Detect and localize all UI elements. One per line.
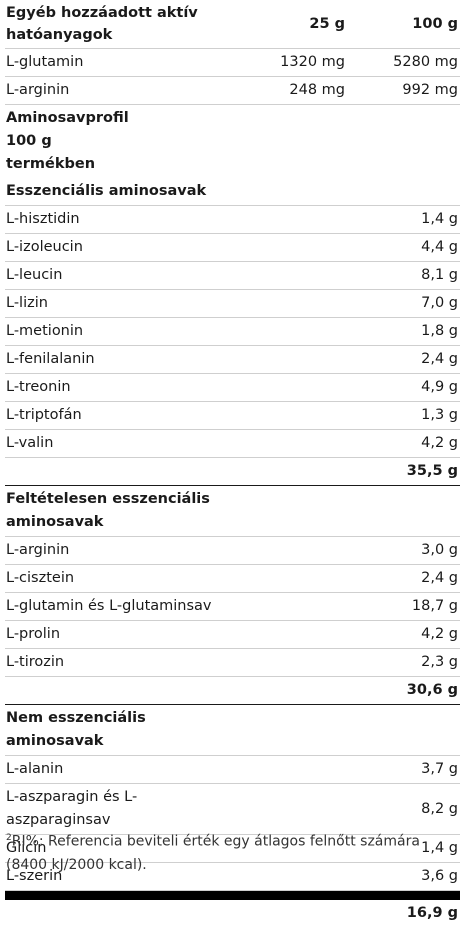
row-name: L-valin	[5, 429, 365, 458]
nonessential-total: 16,9 g	[406, 905, 458, 921]
essential-heading: Esszenciális aminosavak	[5, 178, 365, 206]
conditional-total: 30,6 g	[365, 676, 460, 705]
row-value: 2,4 g	[365, 564, 460, 593]
nonessential-heading-row: Nem esszenciális aminosavak	[5, 704, 460, 756]
row-name: L-alanin	[5, 755, 365, 784]
row-value: 3,0 g	[365, 536, 460, 565]
row-name: L-metionin	[5, 317, 365, 346]
table-row: L-izoleucin 4,4 g	[5, 233, 460, 262]
row-value: 4,4 g	[365, 233, 460, 262]
essential-total: 35,5 g	[365, 457, 460, 486]
col-100g-header: 100 g	[347, 0, 460, 49]
table-row: L-fenilalanin 2,4 g	[5, 345, 460, 374]
amino-profile-table: Aminosavprofil 100 g termékben Esszenciá…	[5, 105, 460, 891]
row-value: 2,3 g	[365, 648, 460, 677]
row-value: 4,2 g	[365, 620, 460, 649]
row-value: 3,7 g	[365, 755, 460, 784]
row-value: 1,8 g	[365, 317, 460, 346]
table-row: L-treonin 4,9 g	[5, 373, 460, 402]
thick-divider	[5, 891, 460, 900]
row-name: L-fenilalanin	[5, 345, 365, 374]
table-row: L-arginin 248 mg 992 mg	[5, 76, 460, 105]
row-value: 1,3 g	[365, 401, 460, 430]
table-row: L-arginin 3,0 g	[5, 536, 460, 565]
row-value: 1,4 g	[365, 834, 460, 863]
row-name: L-tirozin	[5, 648, 365, 677]
table-row: L-glutamin és L-glutaminsav 18,7 g	[5, 592, 460, 621]
row-name: L-arginin	[5, 536, 365, 565]
conditional-heading: Feltételesen esszenciális aminosavak	[5, 485, 365, 537]
row-name: L-arginin	[5, 76, 245, 105]
table-row: L-tirozin 2,3 g	[5, 648, 460, 677]
profile-heading: Aminosavprofil 100 g termékben	[6, 110, 129, 172]
row-name: L-leucin	[5, 261, 365, 290]
row-value: 8,1 g	[365, 261, 460, 290]
row-value-100g: 5280 mg	[347, 48, 460, 77]
table-row: Glicin 1,4 g	[5, 834, 460, 863]
row-name: L-lizin	[5, 289, 365, 318]
essential-total-row: 35,5 g	[5, 457, 460, 486]
profile-heading-row: Aminosavprofil 100 g termékben	[5, 105, 460, 178]
nonessential-total-table: 16,9 g	[5, 900, 460, 927]
row-value-25g: 248 mg	[245, 76, 347, 105]
footnote: 2RI%: Referencia beviteli érték egy átla…	[6, 827, 461, 877]
table-row: L-valin 4,2 g	[5, 429, 460, 458]
row-value-25g: 1320 mg	[245, 48, 347, 77]
table-row: L-aszparagin és L-aszparaginsav 8,2 g	[5, 783, 460, 835]
row-value: 4,9 g	[365, 373, 460, 402]
conditional-heading-row: Feltételesen esszenciális aminosavak	[5, 485, 460, 537]
table-row: L-prolin 4,2 g	[5, 620, 460, 649]
row-value-100g: 992 mg	[347, 76, 460, 105]
table-row: L-cisztein 2,4 g	[5, 564, 460, 593]
row-value: 18,7 g	[365, 592, 460, 621]
nonessential-total-row: 16,9 g	[5, 900, 460, 927]
row-name: L-triptofán	[5, 401, 365, 430]
table-row: L-lizin 7,0 g	[5, 289, 460, 318]
conditional-total-row: 30,6 g	[5, 676, 460, 705]
col-25g-header: 25 g	[245, 0, 347, 49]
table-row: L-metionin 1,8 g	[5, 317, 460, 346]
nonessential-heading: Nem esszenciális aminosavak	[5, 704, 365, 756]
row-name: L-hisztidin	[5, 205, 365, 234]
row-value: 7,0 g	[365, 289, 460, 318]
table-row: L-glutamin 1320 mg 5280 mg	[5, 48, 460, 77]
row-name: L-glutamin	[5, 48, 245, 77]
row-name: L-izoleucin	[5, 233, 365, 262]
row-value: 2,4 g	[365, 345, 460, 374]
table-row: L-triptofán 1,3 g	[5, 401, 460, 430]
row-name: L-cisztein	[5, 564, 365, 593]
active-heading: Egyéb hozzáadott aktív hatóanyagok	[5, 0, 245, 49]
row-name: L-prolin	[5, 620, 365, 649]
active-header-row: Egyéb hozzáadott aktív hatóanyagok 25 g …	[5, 0, 460, 49]
table-row: L-alanin 3,7 g	[5, 755, 460, 784]
footnote-marker: 2	[6, 833, 12, 843]
essential-heading-row: Esszenciális aminosavak	[5, 178, 460, 206]
active-ingredients-table: Egyéb hozzáadott aktív hatóanyagok 25 g …	[5, 0, 460, 105]
row-name: L-treonin	[5, 373, 365, 402]
row-value: 4,2 g	[365, 429, 460, 458]
nutrition-table-container: Egyéb hozzáadott aktív hatóanyagok 25 g …	[5, 0, 460, 927]
footnote-text: RI%: Referencia beviteli érték egy átlag…	[6, 833, 420, 873]
row-name: Glicin	[5, 834, 365, 863]
row-value: 1,4 g	[365, 205, 460, 234]
table-row: L-hisztidin 1,4 g	[5, 205, 460, 234]
row-value: 8,2 g	[365, 783, 460, 835]
table-row: L-leucin 8,1 g	[5, 261, 460, 290]
row-name: L-glutamin és L-glutaminsav	[5, 592, 365, 621]
row-name: L-aszparagin és L-aszparaginsav	[5, 783, 365, 835]
